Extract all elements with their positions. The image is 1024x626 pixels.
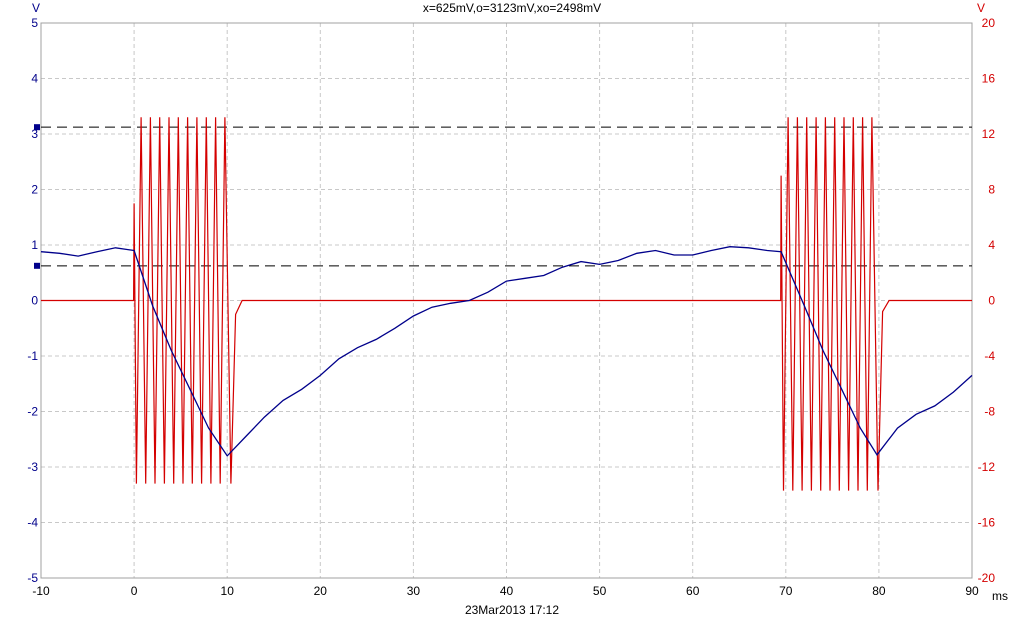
x-tick-label: 70	[779, 584, 793, 598]
cursor-marker-x	[34, 262, 40, 269]
x-tick-label: 90	[965, 584, 979, 598]
x-tick-label: 40	[500, 584, 514, 598]
x-tick-label: 10	[221, 584, 235, 598]
y-right-tick-label: -12	[978, 460, 996, 474]
y-right-tick-label: 20	[982, 16, 996, 30]
y-left-tick-label: -2	[27, 405, 38, 419]
x-tick-label: 60	[686, 584, 700, 598]
y-right-tick-label: -8	[984, 405, 995, 419]
y-right-unit: V	[977, 1, 985, 15]
series-left-line	[40, 246, 973, 457]
series-right-line	[41, 117, 972, 491]
timestamp: 23Mar2013 17:12	[464, 603, 560, 617]
y-left-tick-label: 0	[31, 294, 38, 308]
y-right-tick-label: 0	[988, 294, 995, 308]
y-left-unit: V	[32, 1, 40, 15]
tick-labels: -10 0 10 20 30 40 50 60 70 80 90543210-1-2-3-4-520…	[27, 1, 1008, 603]
y-right-tick-label: -20	[978, 571, 996, 585]
cursor-lines	[34, 124, 972, 269]
cursor-marker-o	[34, 124, 40, 131]
y-left-tick-label: -5	[27, 571, 38, 585]
y-right-tick-label: 16	[982, 72, 996, 86]
y-left-tick-label: -3	[27, 460, 38, 474]
x-tick-label: 50	[593, 584, 607, 598]
y-right-tick-label: -4	[984, 349, 995, 363]
x-tick-label: 30	[407, 584, 421, 598]
series-group	[40, 117, 973, 491]
x-tick-label: 80	[872, 584, 886, 598]
chart-title: x=625mV,o=3123mV,xo=2498mV	[422, 1, 602, 15]
y-right-tick-label: 8	[988, 183, 995, 197]
y-left-tick-label: 1	[31, 238, 38, 252]
x-tick-label: 20	[314, 584, 328, 598]
y-left-tick-label: 2	[31, 183, 38, 197]
y-right-tick-label: 4	[988, 238, 995, 252]
y-right-tick-label: 12	[982, 127, 996, 141]
y-left-tick-label: -1	[27, 349, 38, 363]
y-left-tick-label: 5	[31, 16, 38, 30]
y-left-tick-label: 3	[31, 127, 38, 141]
y-right-tick-label: -16	[978, 516, 996, 530]
x-tick-label: 0	[131, 584, 138, 598]
y-left-tick-label: 4	[31, 72, 38, 86]
y-left-tick-label: -4	[27, 516, 38, 530]
x-tick-label: -10	[32, 584, 50, 598]
x-unit: ms	[992, 589, 1008, 603]
